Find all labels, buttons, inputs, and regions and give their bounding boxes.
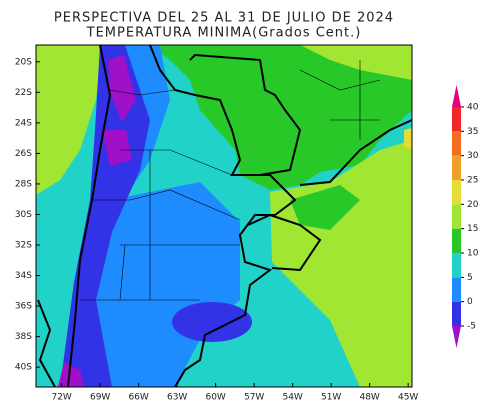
- colorbar-label: 20: [467, 200, 479, 210]
- lat-tick-label: 34S: [15, 271, 32, 281]
- lon-tick-label: 54W: [282, 393, 302, 403]
- colorbar-band: [452, 107, 461, 132]
- subtitle: TEMPERATURA MINIMA(Grados Cent.): [86, 26, 362, 41]
- colorbar-label: -5: [467, 322, 476, 332]
- colorbar-band: [452, 253, 461, 278]
- colorbar-label: 15: [467, 224, 478, 234]
- lat-tick-label: 40S: [15, 363, 32, 373]
- colorbar-band: [452, 277, 461, 302]
- colorbar-band: [452, 204, 461, 229]
- lat-tick-label: 28S: [15, 179, 32, 189]
- colorbar-label: 25: [467, 176, 478, 186]
- lon-tick-label: 69W: [90, 393, 110, 403]
- lat-tick-label: 30S: [15, 210, 32, 220]
- map-frame: [35, 44, 413, 388]
- colorbar-band: [452, 180, 461, 205]
- lon-tick-label: 66W: [128, 393, 148, 403]
- colorbar-label: 35: [467, 127, 478, 137]
- colorbar-band: [452, 301, 461, 326]
- lon-tick-label: 63W: [167, 393, 187, 403]
- colorbar-label: 30: [467, 151, 479, 161]
- lon-tick-label: 57W: [244, 393, 264, 403]
- lon-tick-label: 45W: [398, 393, 418, 403]
- colorbar-label: 10: [467, 249, 479, 259]
- lat-tick-label: 32S: [15, 241, 32, 251]
- lat-tick-label: 20S: [15, 57, 32, 67]
- lon-tick-label: 48W: [359, 393, 379, 403]
- colorbar-band: [452, 228, 461, 253]
- lat-tick-label: 22S: [15, 88, 32, 98]
- colorbar-extension: [452, 326, 461, 348]
- colorbar-label: 5: [467, 273, 473, 283]
- title: PERSPECTIVA DEL 25 AL 31 DE JULIO DE 202…: [54, 11, 394, 26]
- lat-tick-label: 38S: [15, 332, 32, 342]
- lon-tick-label: 60W: [205, 393, 225, 403]
- lon-tick-label: 51W: [321, 393, 341, 403]
- lat-tick-label: 24S: [15, 118, 32, 128]
- colorbar-label: 40: [467, 103, 479, 113]
- lon-tick-label: 72W: [51, 393, 71, 403]
- colorbar-label: 0: [467, 297, 473, 307]
- lat-tick-label: 26S: [15, 149, 32, 159]
- lat-tick-label: 36S: [15, 302, 32, 312]
- colorbar-band: [452, 131, 461, 156]
- map-field: [36, 45, 412, 387]
- colorbar-band: [452, 155, 461, 180]
- colorbar-extension: [452, 85, 461, 107]
